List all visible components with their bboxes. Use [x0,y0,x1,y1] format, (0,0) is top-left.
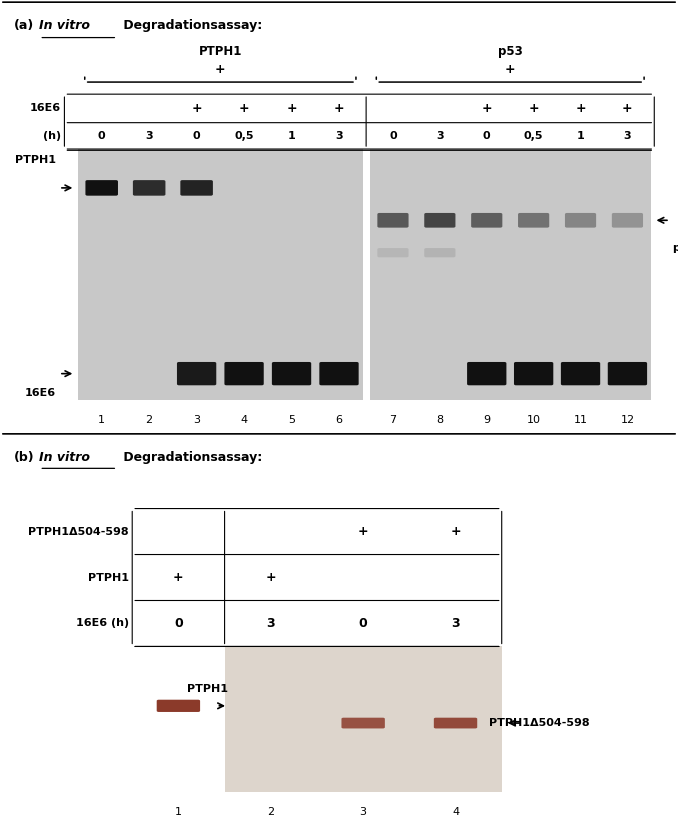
Text: 1: 1 [287,131,296,142]
Text: 11: 11 [574,415,588,425]
Text: +: + [358,525,368,538]
FancyBboxPatch shape [85,180,118,196]
Text: PTPH1: PTPH1 [199,46,242,59]
Text: 3: 3 [145,131,153,142]
Text: +: + [215,63,226,76]
FancyBboxPatch shape [319,362,359,385]
Text: +: + [239,102,250,115]
Text: 0,5: 0,5 [235,131,254,142]
Text: 16E6: 16E6 [25,388,56,398]
Text: PTPH1Δ504-598: PTPH1Δ504-598 [28,526,129,536]
Text: +: + [266,571,276,584]
Text: 7: 7 [389,415,397,425]
Text: 1: 1 [577,131,584,142]
FancyBboxPatch shape [424,248,456,258]
Bar [370,149,651,399]
FancyBboxPatch shape [471,213,502,227]
FancyBboxPatch shape [518,213,549,227]
Text: 2: 2 [267,808,275,815]
Text: 9: 9 [483,415,490,425]
Text: p53: p53 [498,46,523,59]
FancyBboxPatch shape [177,362,216,385]
Text: 3: 3 [193,415,200,425]
Text: 0: 0 [193,131,201,142]
Text: 12: 12 [620,415,635,425]
Text: 5: 5 [288,415,295,425]
Text: 6: 6 [336,415,342,425]
FancyBboxPatch shape [514,362,553,385]
Text: 0: 0 [174,617,183,630]
Text: 0: 0 [98,131,106,142]
FancyBboxPatch shape [180,180,213,196]
Bar [78,149,363,399]
Text: 3: 3 [436,131,443,142]
Text: (a): (a) [14,20,34,33]
FancyBboxPatch shape [612,213,643,227]
Text: 0: 0 [389,131,397,142]
Text: 1: 1 [175,808,182,815]
Text: +: + [481,102,492,115]
FancyBboxPatch shape [378,213,409,227]
Text: PTPH1: PTPH1 [88,572,129,583]
Text: (b): (b) [14,452,34,464]
Text: +: + [334,102,344,115]
FancyBboxPatch shape [467,362,506,385]
Text: +: + [575,102,586,115]
FancyBboxPatch shape [224,362,264,385]
Text: 2: 2 [146,415,153,425]
Bar [224,646,502,792]
Text: 3: 3 [452,617,460,630]
FancyBboxPatch shape [272,362,311,385]
Text: 3: 3 [335,131,343,142]
Text: +: + [528,102,539,115]
FancyBboxPatch shape [434,718,477,729]
Text: 0: 0 [359,617,367,630]
Text: 3: 3 [624,131,631,142]
Text: 16E6 (h): 16E6 (h) [76,619,129,628]
Text: Degradationsassay:: Degradationsassay: [119,20,262,33]
Text: 3: 3 [359,808,367,815]
Text: Degradationsassay:: Degradationsassay: [119,452,262,464]
FancyBboxPatch shape [607,362,647,385]
FancyBboxPatch shape [561,362,600,385]
Text: In vitro: In vitro [39,452,90,464]
FancyBboxPatch shape [133,180,165,196]
FancyBboxPatch shape [378,248,409,258]
FancyBboxPatch shape [342,718,385,729]
FancyBboxPatch shape [157,700,200,712]
Text: +: + [286,102,297,115]
Text: (h): (h) [43,131,61,142]
Text: 10: 10 [527,415,540,425]
Text: 16E6: 16E6 [30,104,61,113]
Text: +: + [173,571,184,584]
FancyBboxPatch shape [424,213,456,227]
Text: PTPH1: PTPH1 [187,684,228,694]
Text: PTPH1Δ504-598: PTPH1Δ504-598 [489,718,589,728]
Text: +: + [622,102,633,115]
Text: p53: p53 [673,244,678,253]
Text: 3: 3 [266,617,275,630]
Text: +: + [505,63,515,76]
FancyBboxPatch shape [565,213,596,227]
Text: 8: 8 [436,415,443,425]
Text: 1: 1 [98,415,105,425]
Text: PTPH1: PTPH1 [16,155,56,165]
Text: 4: 4 [452,808,459,815]
Text: +: + [450,525,461,538]
Text: 0,5: 0,5 [524,131,543,142]
Text: +: + [191,102,202,115]
Text: 0: 0 [483,131,491,142]
Text: In vitro: In vitro [39,20,90,33]
Text: 4: 4 [241,415,247,425]
